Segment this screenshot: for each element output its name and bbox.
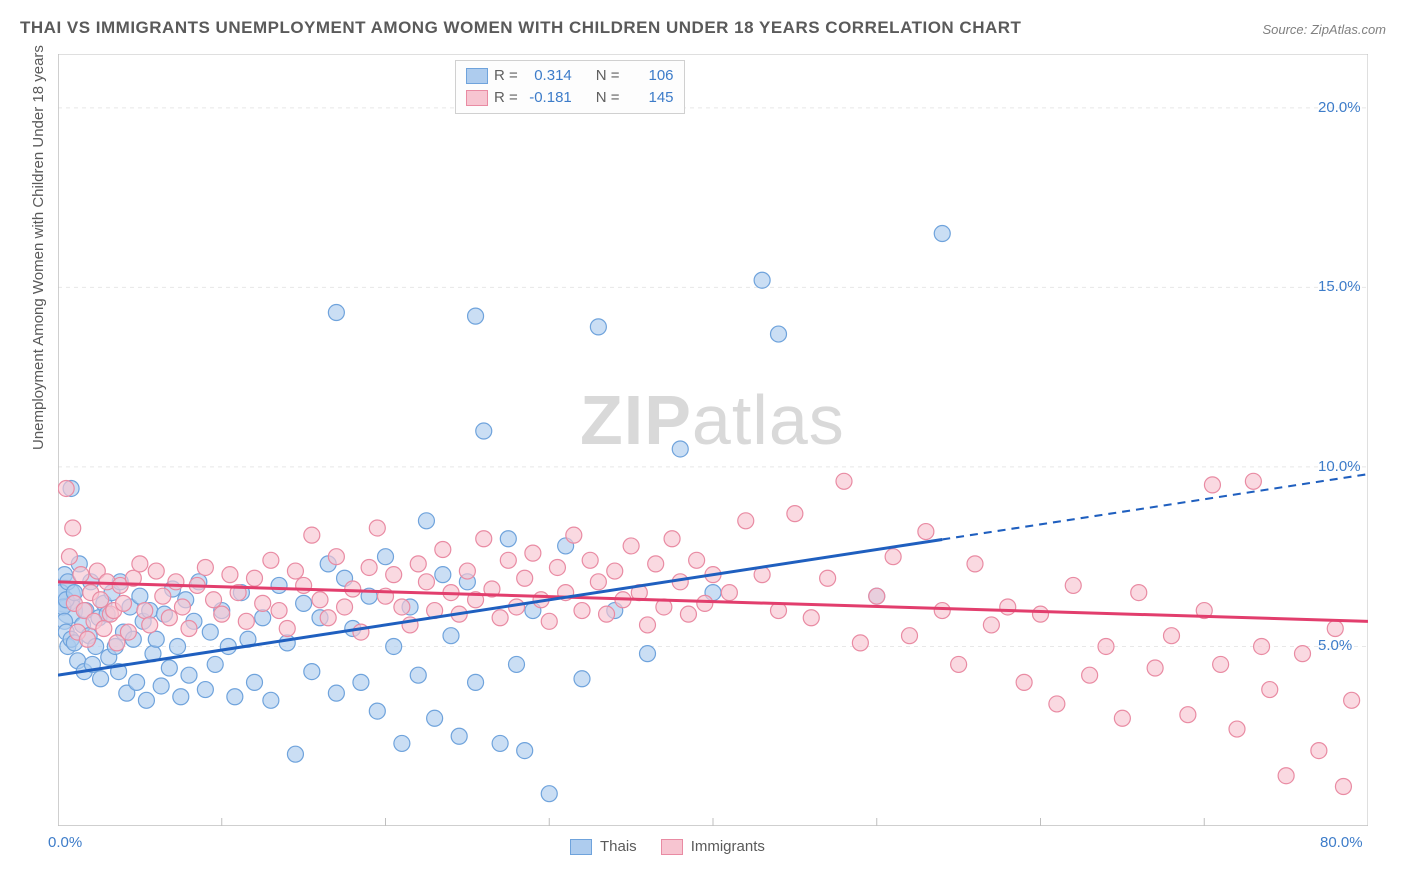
- swatch-immigrants-legend: [661, 839, 683, 855]
- legend-item-immigrants: Immigrants: [661, 838, 765, 855]
- legend-item-thais: Thais: [570, 838, 637, 855]
- chart-source: Source: ZipAtlas.com: [1262, 22, 1386, 37]
- chart-title: THAI VS IMMIGRANTS UNEMPLOYMENT AMONG WO…: [20, 18, 1021, 38]
- scatter-svg: [58, 54, 1368, 826]
- y-tick-label: 15.0%: [1318, 278, 1361, 295]
- swatch-thais-legend: [570, 839, 592, 855]
- stats-row-thais: R = 0.314 N = 106: [466, 65, 674, 87]
- y-tick-label: 10.0%: [1318, 458, 1361, 475]
- y-tick-label: 5.0%: [1318, 637, 1352, 654]
- x-tick-label: 80.0%: [1320, 834, 1363, 851]
- swatch-immigrants: [466, 90, 488, 106]
- stats-row-immigrants: R = -0.181 N = 145: [466, 87, 674, 109]
- correlation-chart: THAI VS IMMIGRANTS UNEMPLOYMENT AMONG WO…: [0, 0, 1406, 892]
- y-tick-label: 20.0%: [1318, 99, 1361, 116]
- legend: Thais Immigrants: [570, 838, 765, 855]
- stats-box: R = 0.314 N = 106 R = -0.181 N = 145: [455, 60, 685, 114]
- y-axis-label: Unemployment Among Women with Children U…: [30, 45, 47, 450]
- swatch-thais: [466, 68, 488, 84]
- x-tick-label: 0.0%: [48, 834, 82, 851]
